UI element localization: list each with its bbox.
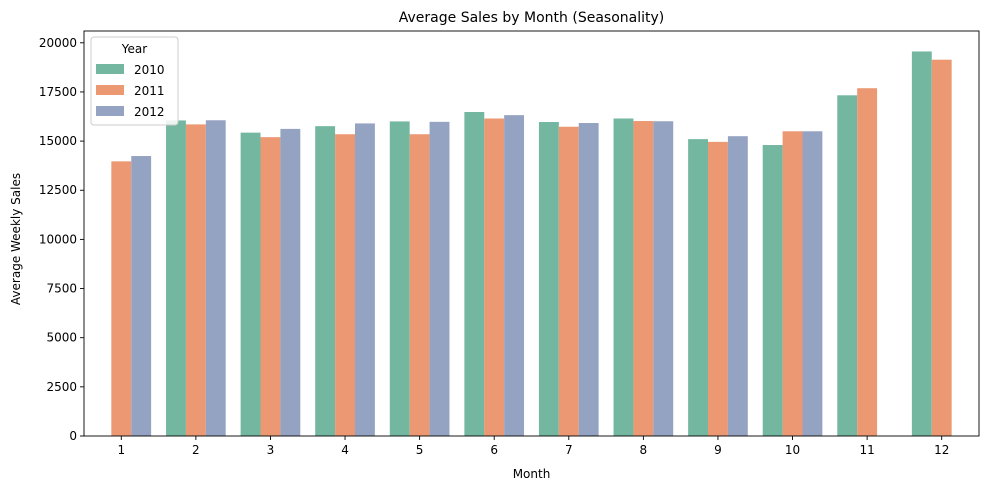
- x-tick-label-1: 1: [117, 443, 125, 457]
- plot-area: 1 2 3 4 5 6 7 8 9 10 11 120250050007500100001250015…: [39, 30, 980, 457]
- bar-2010-month-7: [538, 122, 559, 436]
- bar-2011-month-7: [558, 126, 579, 436]
- bar-2010-month-9: [688, 139, 709, 436]
- bar-2011-month-3: [260, 137, 281, 437]
- y-tick-label-20000: 20000: [39, 36, 77, 50]
- y-tick-label-12500: 12500: [39, 183, 77, 197]
- legend-label-2010: 2010: [134, 63, 165, 77]
- bar-2010-month-5: [389, 121, 410, 436]
- y-tick-label-10000: 10000: [39, 232, 77, 246]
- bar-2011-month-12: [931, 59, 952, 436]
- x-tick-label-4: 4: [341, 443, 349, 457]
- y-tick-label-0: 0: [69, 429, 77, 443]
- x-tick-label-2: 2: [192, 443, 200, 457]
- x-tick-label-8: 8: [640, 443, 648, 457]
- bar-2011-month-11: [857, 88, 878, 437]
- bar-2012-month-5: [429, 121, 450, 436]
- bar-2011-month-4: [335, 134, 355, 436]
- legend-swatch-2011: [96, 85, 124, 95]
- legend-swatch-2012: [96, 106, 124, 116]
- y-tick-label-2500: 2500: [46, 380, 77, 394]
- bar-2012-month-4: [354, 123, 375, 437]
- bar-2010-month-10: [762, 145, 783, 436]
- legend: Year 2010 2011 2012: [90, 36, 179, 126]
- y-tick-label-15000: 15000: [39, 134, 77, 148]
- legend-title: Year: [121, 42, 147, 56]
- y-tick-label-7500: 7500: [46, 282, 77, 296]
- bar-2012-month-1: [131, 156, 152, 437]
- x-tick-label-5: 5: [416, 443, 424, 457]
- bar-2012-month-8: [653, 121, 674, 437]
- x-tick-label-6: 6: [490, 443, 498, 457]
- x-tick-label-9: 9: [714, 443, 722, 457]
- bar-2011-month-8: [633, 121, 654, 436]
- x-tick-label-7: 7: [565, 443, 573, 457]
- bar-2011-month-6: [484, 118, 505, 437]
- x-tick-label-3: 3: [267, 443, 275, 457]
- bar-2010-month-6: [464, 112, 485, 436]
- bar-2012-month-6: [504, 115, 525, 437]
- bar-2011-month-10: [782, 131, 803, 436]
- y-axis-label: Average Weekly Sales: [9, 173, 23, 305]
- bar-2011-month-2: [185, 124, 206, 436]
- chart-title: Average Sales by Month (Seasonality): [399, 10, 664, 26]
- bar-2012-month-3: [280, 128, 301, 436]
- bar-2012-month-9: [727, 136, 748, 436]
- legend-swatch-2010: [96, 64, 124, 74]
- bar-2012-month-7: [578, 123, 599, 436]
- bar-2010-month-8: [613, 118, 634, 437]
- bar-2012-month-2: [205, 120, 226, 436]
- bar-2010-month-3: [240, 132, 261, 436]
- x-tick-label-11: 11: [859, 443, 874, 457]
- x-tick-label-10: 10: [785, 443, 800, 457]
- legend-label-2012: 2012: [134, 105, 165, 119]
- bar-2010-month-11: [837, 95, 858, 436]
- bar-2010-month-4: [315, 126, 336, 436]
- y-tick-label-17500: 17500: [39, 85, 77, 99]
- bar-2011-month-5: [409, 134, 430, 436]
- bar-2011-month-9: [708, 141, 728, 436]
- bar-2011-month-1: [111, 161, 132, 436]
- plot-frame: [83, 30, 980, 437]
- legend-label-2011: 2011: [134, 84, 165, 98]
- x-axis-label: Month: [513, 467, 551, 481]
- legend-box: [90, 36, 179, 126]
- bar-2010-month-2: [166, 120, 186, 436]
- bar-2010-month-12: [911, 51, 932, 436]
- x-tick-label-12: 12: [934, 443, 949, 457]
- bar-2012-month-10: [802, 131, 823, 436]
- y-tick-label-5000: 5000: [46, 331, 77, 345]
